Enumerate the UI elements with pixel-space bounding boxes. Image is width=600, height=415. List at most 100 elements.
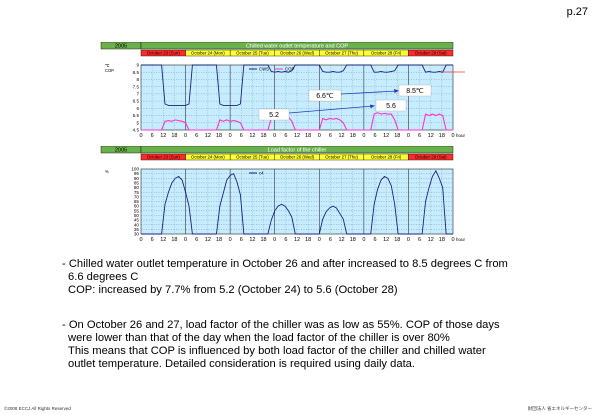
x-tick-label: 0 [273,237,276,243]
annotation-box [375,99,407,112]
day-label: October 28 (Fri) [371,51,402,56]
y-tick-label: 5.5 [133,113,140,118]
arrow-head-temperature [394,89,399,93]
legend-label: c4 [259,171,264,176]
x-tick-label: 0 [273,133,276,139]
annotation-box [258,108,290,121]
day-label: October 27 (Thu) [325,155,358,160]
x-tick-label: 18 [439,133,445,139]
day-label: October 25 (Tue) [236,51,269,56]
x-tick-label: 12 [383,133,389,139]
x-tick-label: 18 [171,133,177,139]
x-tick-label: 12 [428,133,434,139]
y-tick-label: 90 [134,176,140,181]
x-tick-label: 6 [329,237,332,243]
x-tick-label: 0 [229,133,232,139]
day-label: October 29 (Sat) [415,155,447,160]
y-tick-label: 4.5 [133,128,140,133]
x-tick-label: 6 [195,133,198,139]
x-tick-label: 12 [339,237,345,243]
day-label: October 26 (Wed) [280,51,315,56]
annotation-label: 8.5℃ [406,88,424,95]
x-tick-label: 6 [195,237,198,243]
x-tick-label: 6 [373,237,376,243]
legend-label: COP [285,67,294,72]
series-line-cws [141,64,453,106]
x-unit-label: hour [456,237,466,242]
chart-title: Load factor of the chiller [268,148,327,154]
x-tick-label: 18 [305,133,311,139]
x-tick-label: 18 [305,237,311,243]
x-tick-label: 6 [240,237,243,243]
x-tick-label: 0 [407,133,410,139]
page-number: p.27 [566,6,588,18]
y-tick-label: 60 [134,204,140,209]
y-tick-label: 45 [134,218,140,223]
chart-title: Chilled water outlet temperature and COP [246,44,348,50]
x-tick-label: 12 [249,133,255,139]
y-unit-label-cop: COP [105,68,114,73]
x-tick-label: 12 [160,133,166,139]
y-tick-label: 6 [136,106,139,111]
x-tick-label: 12 [160,237,166,243]
x-tick-label: 6 [284,237,287,243]
x-tick-label: 0 [451,133,454,139]
arrow-cop [288,105,374,114]
y-tick-label: 8 [136,77,139,82]
y-tick-label: 50 [134,213,140,218]
x-tick-label: 18 [216,237,222,243]
arrow-head-cop [370,104,375,109]
x-tick-label: 18 [261,133,267,139]
day-label: October 29 (Sat) [415,51,447,56]
x-tick-label: 12 [428,237,434,243]
legend-label: CWS [259,67,269,72]
chart-title-box [140,146,454,154]
x-tick-label: 12 [383,237,389,243]
paragraph-1-line-3: COP: increased by 7.7% from 5.2 (October… [68,284,398,296]
day-label: October 23 (Sun) [147,51,181,56]
y-tick-label: 95 [134,171,140,176]
y-tick-label: 30 [134,232,140,237]
chart-load-factor: 2005 Load factor of the chiller October 23… [100,146,466,243]
day-box [408,153,454,161]
x-tick-label: 18 [394,133,400,139]
x-tick-label: 18 [350,133,356,139]
chart-title-box [140,42,454,50]
paragraph-2-line-4: outlet temperature. Detailed considerati… [68,358,416,370]
day-label: October 28 (Fri) [371,155,402,160]
x-tick-label: 12 [205,237,211,243]
x-tick-label: 12 [339,133,345,139]
day-label: October 24 (Mon) [191,155,225,160]
day-label: October 26 (Wed) [280,155,315,160]
x-tick-label: 0 [407,237,410,243]
day-label: October 24 (Mon) [191,51,225,56]
y-tick-label: 55 [134,208,140,213]
year-label: 2005 [115,148,127,154]
y-tick-label: 6.5 [133,99,140,104]
annotation-label: 5.6 [386,103,396,110]
x-tick-label: 6 [418,133,421,139]
x-tick-label: 0 [362,133,365,139]
y-tick-label: 9 [136,63,139,68]
x-tick-label: 0 [362,237,365,243]
day-label: October 23 (Sun) [147,155,181,160]
y-tick-label: 85 [134,181,140,186]
x-tick-label: 6 [373,133,376,139]
x-tick-label: 18 [171,237,177,243]
x-tick-label: 0 [139,237,142,243]
y-unit-label: ℃ [105,63,110,68]
y-tick-label: 40 [134,222,140,227]
annotation-label: 6.6℃ [316,93,334,100]
paragraph-1-line-2: 6.6 degrees C [68,271,139,283]
y-tick-label: 80 [134,185,140,190]
x-tick-label: 0 [229,237,232,243]
x-tick-label: 12 [294,133,300,139]
year-label: 2005 [115,44,127,50]
paragraph-1-line-1: - Chilled water outlet temperature in Oc… [62,258,508,270]
y-tick-label: 8.5 [133,70,140,75]
series-line-cop [141,112,453,131]
paragraph-2-line-2: were lower than that of the day when the… [68,332,450,344]
x-tick-label: 6 [284,133,287,139]
paragraph-1: - Chilled water outlet temperature in Oc… [62,258,508,297]
footer-organization: 財団法人 省エネルギーセンター [527,406,592,411]
